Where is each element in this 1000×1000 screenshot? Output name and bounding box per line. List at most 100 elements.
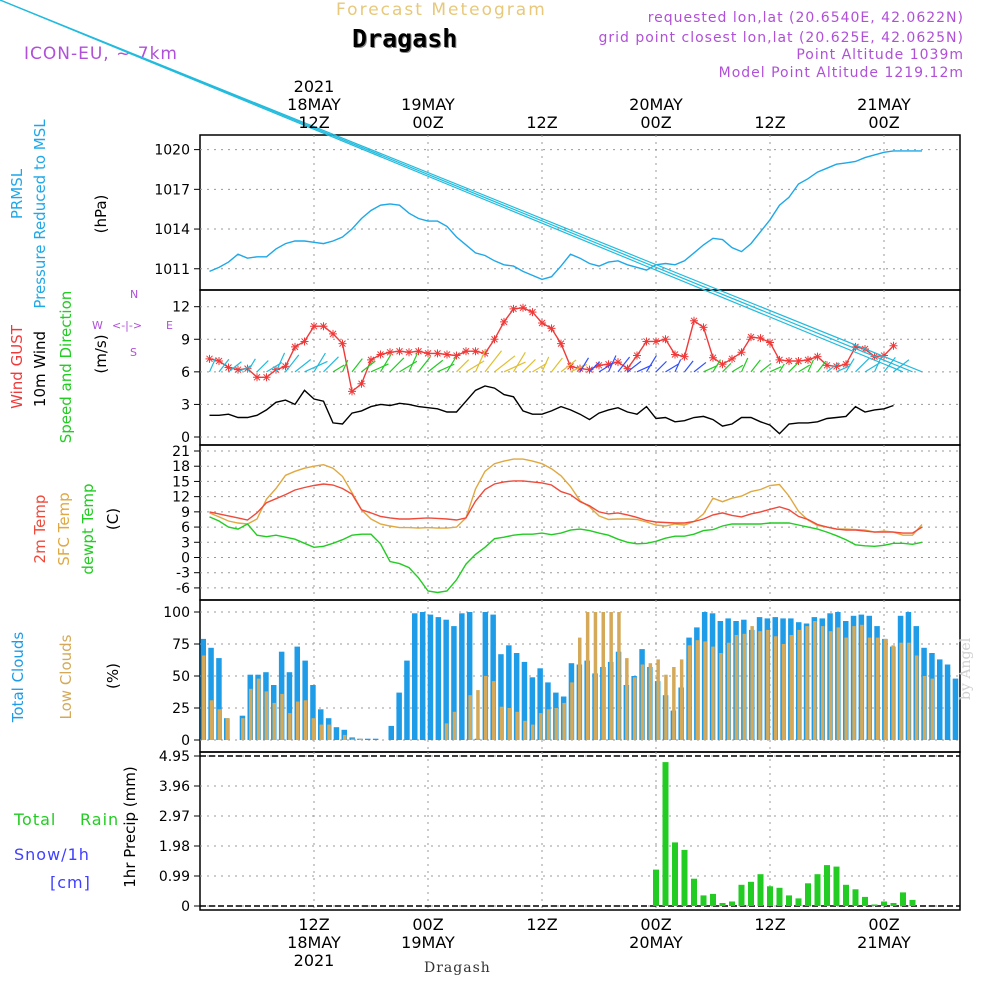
top-hour-label: 12Z — [526, 113, 557, 132]
top-day-label: 18MAY — [287, 95, 341, 114]
top-hour-label: 00Z — [412, 113, 443, 132]
wind-direction-arrow — [740, 357, 749, 373]
low-cloud-bar — [773, 636, 778, 740]
gust-marker — [680, 352, 689, 361]
precip-snow-label: Snow/1h — [14, 845, 90, 864]
gust-marker — [576, 364, 584, 373]
gust-marker — [804, 355, 812, 364]
wind-ytick-label: 9 — [181, 332, 190, 348]
low-cloud-bar — [922, 676, 927, 740]
temp-ytick-label: 9 — [181, 505, 190, 521]
gust-marker — [690, 316, 698, 325]
temp-ytick-label: 3 — [181, 535, 190, 551]
low-cloud-bar — [750, 626, 754, 740]
low-cloud-bar — [640, 664, 645, 740]
low-cloud-bar — [358, 738, 363, 740]
gust-marker — [538, 318, 546, 327]
gust-marker — [623, 364, 632, 373]
top-year-label: 2021 — [294, 77, 335, 96]
rain-bar — [852, 889, 859, 906]
wind-direction-arrow — [617, 356, 631, 373]
wind-ytick-label: 12 — [172, 300, 190, 316]
low-cloud-bar — [241, 718, 245, 740]
rain-bar — [748, 881, 754, 906]
low-cloud-bar — [515, 711, 519, 740]
low-cloud-bar — [468, 695, 472, 740]
rain-bar — [909, 899, 916, 906]
top-hour-label: 12Z — [298, 113, 329, 132]
gust-marker — [794, 356, 803, 365]
rain-bar — [776, 887, 783, 906]
wind-direction-arrow — [693, 361, 707, 373]
low-cloud-bar — [601, 612, 605, 740]
wind-direction-arrow — [522, 358, 536, 373]
top-day-label: 21MAY — [857, 95, 911, 114]
low-cloud-bar — [867, 637, 872, 740]
precip-ytick-label: 0 — [181, 899, 190, 915]
model-name: ICON-EU, ~ 7km — [24, 44, 178, 64]
low-cloud-bar — [687, 645, 692, 740]
total-cloud-bar — [372, 738, 379, 740]
pressure-ytick-label: 1020 — [154, 143, 190, 159]
gust-marker — [224, 363, 233, 372]
compass-arrow: <-|-> — [112, 319, 143, 332]
low-cloud-bar — [766, 629, 770, 740]
low-cloud-bar — [585, 612, 590, 740]
wind-direction-arrow — [684, 360, 694, 373]
bottom-day-label: 19MAY — [401, 933, 455, 952]
gust-marker — [452, 351, 461, 360]
low-cloud-bar — [476, 690, 480, 740]
wind-direction-arrow — [218, 358, 230, 373]
low-cloud-bar — [288, 713, 292, 740]
total-cloud-bar — [498, 654, 504, 740]
compass-icon: N W <-|-> E S — [88, 288, 178, 359]
bottom-hour-label: 12Z — [298, 915, 329, 934]
low-cloud-bar — [546, 709, 551, 740]
gust-marker — [785, 356, 793, 365]
wind-direction-arrow — [845, 358, 855, 373]
wind-direction-arrow — [427, 359, 444, 373]
low-cloud-bar — [570, 682, 574, 740]
clouds-ytick-label: 100 — [163, 605, 190, 621]
total-cloud-bar — [310, 685, 316, 740]
watermark: by Angel — [958, 637, 974, 700]
low-cloud-bar — [350, 738, 355, 740]
rain-bar — [681, 849, 688, 906]
total-cloud-bar — [952, 678, 959, 740]
low-cloud-bar — [296, 701, 300, 740]
wind-direction-arrow — [456, 359, 470, 373]
total-cloud-bar — [419, 612, 426, 740]
total-cloud-bar — [459, 613, 465, 740]
gust-marker — [728, 354, 736, 363]
total-cloud-bar — [365, 738, 371, 740]
rain-bar — [710, 893, 716, 906]
wind-direction-arrow — [855, 357, 870, 373]
low-cloud-bar — [217, 709, 222, 740]
bottom-year-label: 2021 — [294, 951, 335, 970]
wind-direction-arrow — [703, 364, 718, 373]
top-hour-label: 00Z — [640, 113, 671, 132]
bottom-day-label: 20MAY — [629, 933, 683, 952]
total-cloud-bar — [427, 614, 434, 740]
gust-marker — [633, 351, 641, 360]
gust-marker — [823, 361, 831, 370]
wind-direction-arrow — [731, 364, 744, 373]
wind-direction-arrow — [817, 360, 827, 373]
wind-direction-arrow — [275, 352, 286, 373]
rain-bar — [700, 895, 707, 906]
low-cloud-bar — [836, 627, 841, 740]
wind-direction-arrow — [579, 357, 590, 373]
gust-marker — [709, 353, 717, 362]
low-cloud-bar — [679, 659, 684, 740]
wind-direction-arrow — [607, 355, 617, 373]
gust-marker — [348, 387, 356, 396]
pressure-ytick-label: 1011 — [154, 262, 190, 278]
gust-marker — [614, 358, 622, 367]
wind-direction-arrow — [323, 356, 339, 373]
wind-direction-arrow — [760, 362, 772, 373]
gust-marker — [851, 342, 860, 351]
low-cloud-bar — [914, 655, 919, 740]
precip-frame — [199, 751, 961, 911]
pressure-line — [209, 150, 922, 281]
wind-direction-arrow — [788, 362, 799, 373]
